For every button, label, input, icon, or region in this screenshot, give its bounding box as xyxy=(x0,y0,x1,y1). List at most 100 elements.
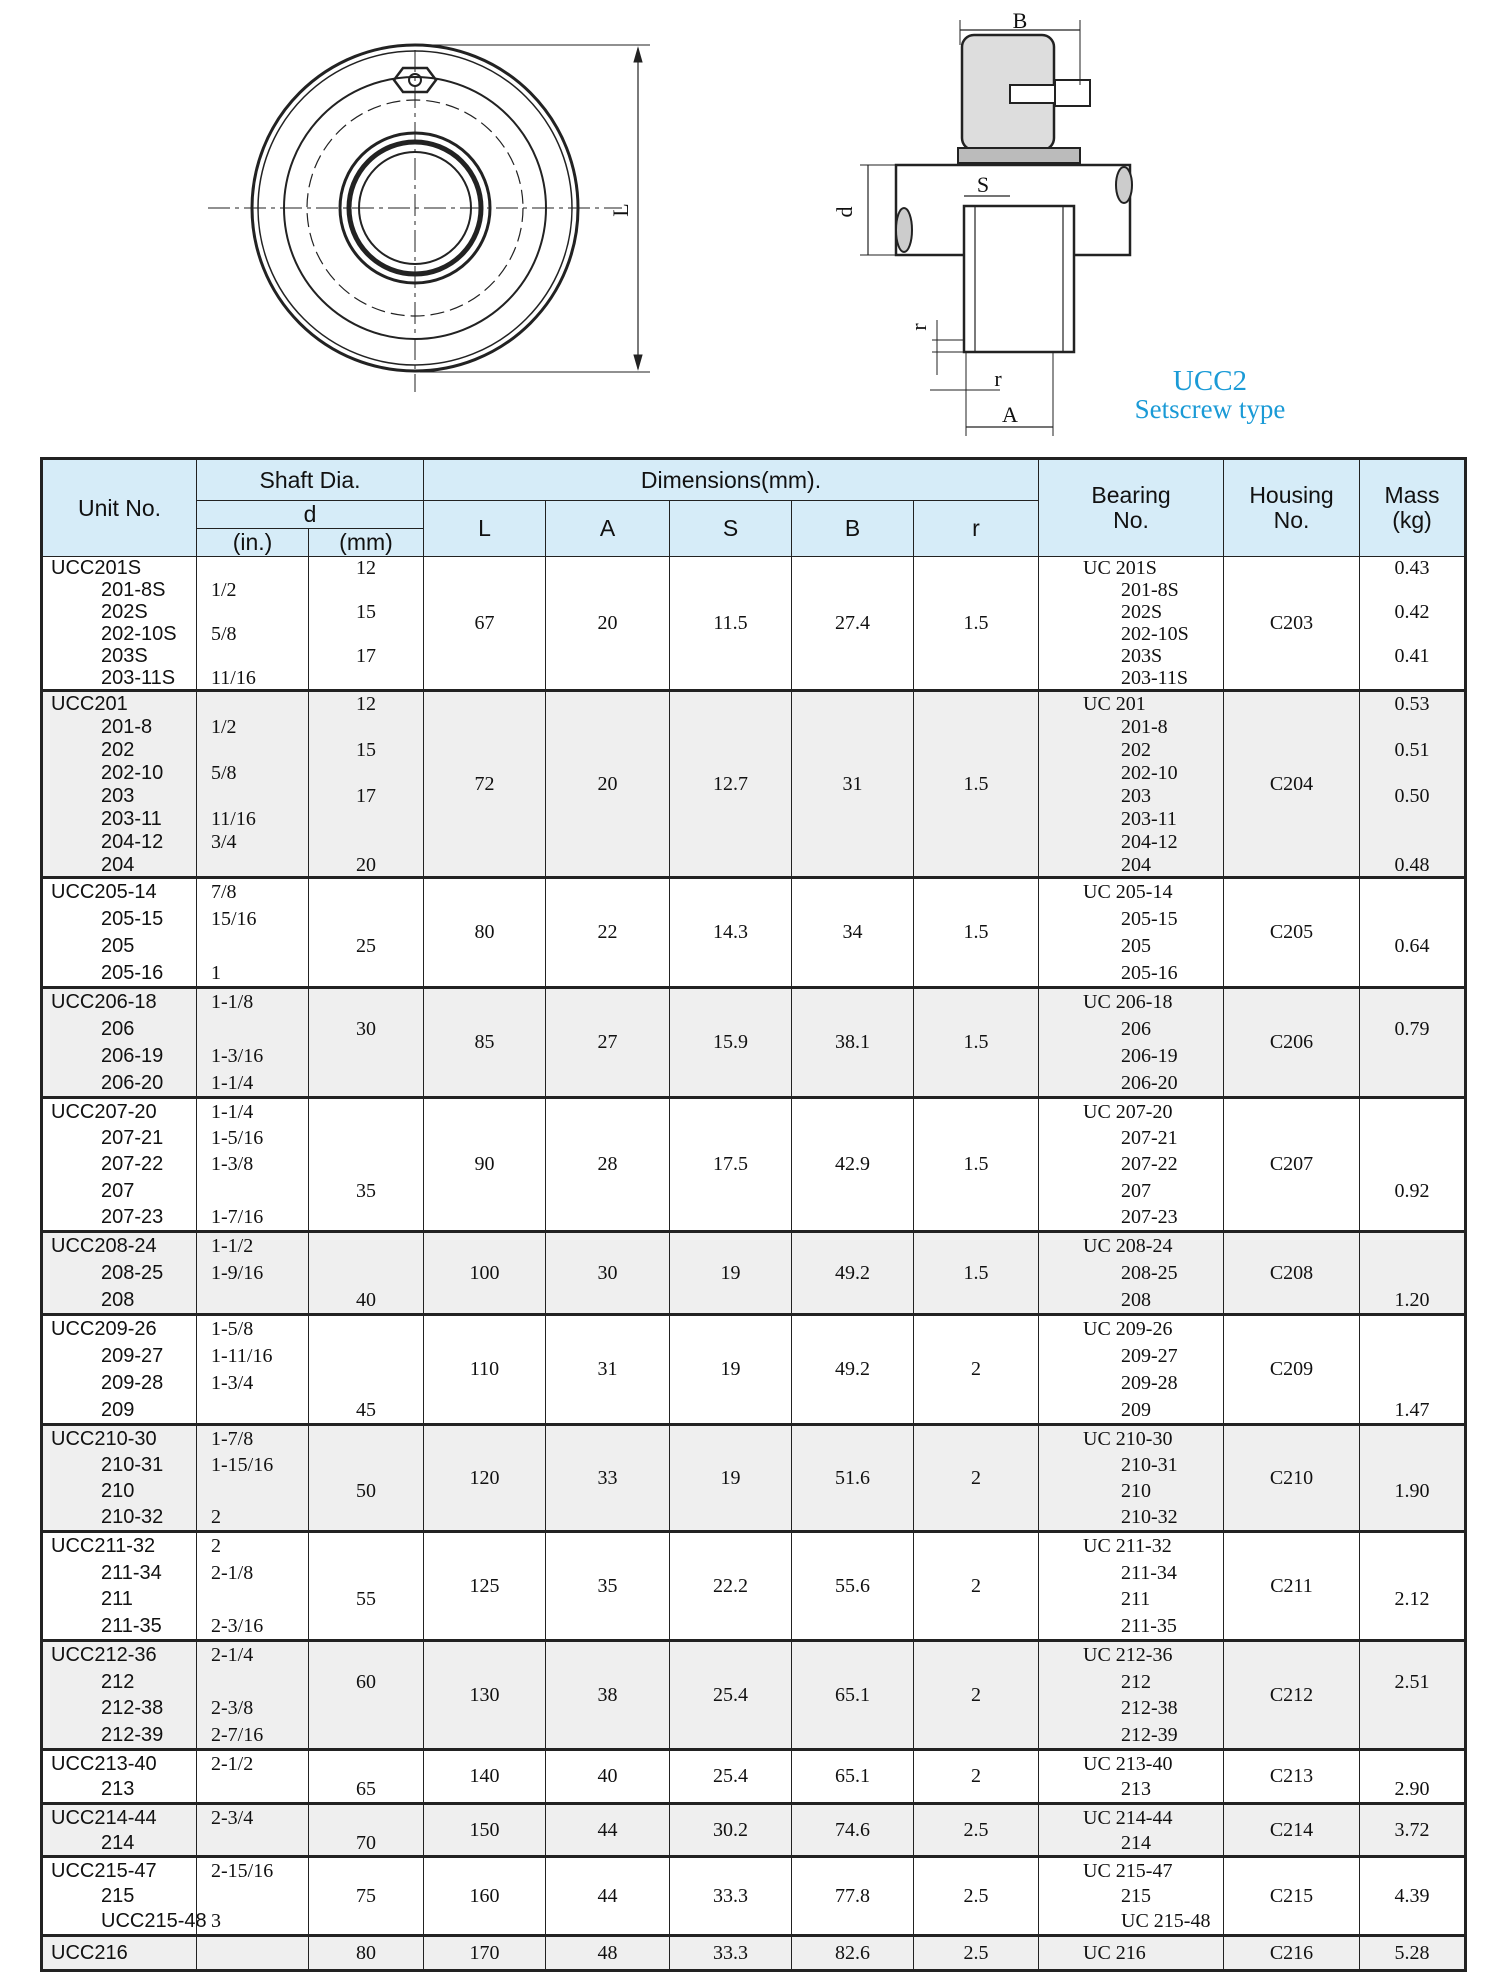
header-bearing-line1: Bearing xyxy=(1091,482,1171,508)
cell-a: 48 xyxy=(545,1935,670,1971)
inch-line: 1-5/8 xyxy=(211,1318,254,1341)
cell-mm: 25 xyxy=(308,877,424,988)
cell-lines: 70 xyxy=(309,1805,423,1855)
table-row: UCC212-36 212 212-38 212-39 2-1/4 2-3/8 2-7/16… xyxy=(41,1640,1467,1750)
cell-s: 12.7 xyxy=(669,690,792,878)
header-B: B xyxy=(791,500,914,557)
mm-line: 15 xyxy=(356,738,376,761)
cell-housing: C207 xyxy=(1223,1097,1361,1232)
mass-line: 0.42 xyxy=(1394,601,1430,623)
mm-line xyxy=(309,762,423,784)
cell-mass: 2.51 xyxy=(1359,1640,1467,1750)
cell-bearing: UC 205-14 205-15 205 205-16 xyxy=(1038,877,1225,988)
cell-bearing: UC 201S 201-8S 202S 202-10S 203S 203-11S xyxy=(1038,556,1225,691)
inch-line xyxy=(211,1289,308,1311)
inch-line xyxy=(211,1018,308,1040)
inch-line: 11/16 xyxy=(211,807,256,830)
cell-lines: 1-1/8 1-3/16 1-1/4 xyxy=(211,989,308,1096)
cell-s: 19 xyxy=(669,1424,792,1532)
inch-line: 2-3/8 xyxy=(211,1697,254,1720)
inch-line: 1-9/16 xyxy=(211,1261,264,1284)
mm-line: 12 xyxy=(356,692,376,715)
cell-inch xyxy=(196,1935,309,1971)
cell-lines: UCC214-44 214 xyxy=(51,1805,196,1855)
header-r: r xyxy=(912,500,1040,557)
cell-inch: 1-1/8 1-3/16 1-1/4 xyxy=(196,987,309,1098)
mass-line xyxy=(1360,1127,1464,1149)
mm-line xyxy=(309,623,423,645)
bearing-line: 204 xyxy=(1121,853,1152,876)
inch-line: 7/8 xyxy=(211,881,237,904)
unit-line: 203-11S xyxy=(101,667,176,689)
cell-housing: C210 xyxy=(1223,1424,1361,1532)
mass-line xyxy=(1360,962,1464,984)
cell-mass: 1.20 xyxy=(1359,1231,1467,1315)
cell-r: 1.5 xyxy=(912,877,1040,988)
inch-line: 11/16 xyxy=(211,667,256,689)
inch-line: 2 xyxy=(211,1535,221,1558)
cell-housing: C208 xyxy=(1223,1231,1361,1315)
cell-lines: UC 209-26 209-27 209-28 209 xyxy=(1083,1316,1223,1423)
header-mass-line2: (kg) xyxy=(1392,507,1432,533)
inch-line: 1-1/4 xyxy=(211,1101,254,1124)
dim-label-r-horizontal: r xyxy=(994,366,1002,391)
inch-line: 2-1/2 xyxy=(211,1752,254,1775)
mm-line: 15 xyxy=(356,601,376,623)
mass-line xyxy=(1360,1372,1464,1394)
inch-line: 1-1/2 xyxy=(211,1235,254,1258)
dim-label-d: d xyxy=(832,207,857,218)
mass-line xyxy=(1360,579,1464,601)
header-d: d xyxy=(196,500,424,529)
inch-line xyxy=(211,1885,308,1907)
mass-line: 1.90 xyxy=(1394,1480,1430,1502)
mm-line: 50 xyxy=(356,1480,376,1502)
bearing-line: UC 211-32 xyxy=(1083,1535,1172,1558)
mass-line xyxy=(1360,1644,1464,1666)
cell-l: 140 xyxy=(423,1749,546,1804)
cell-s: 19 xyxy=(669,1231,792,1315)
cell-lines: 55 xyxy=(309,1533,423,1639)
mass-line: 0.50 xyxy=(1394,784,1430,807)
mass-line: 2.12 xyxy=(1394,1588,1430,1611)
mass-line xyxy=(1360,1262,1464,1284)
mass-line xyxy=(1360,1535,1464,1557)
front-view-drawing xyxy=(208,43,650,392)
cell-b: 49.2 xyxy=(791,1231,914,1315)
inch-line xyxy=(211,601,308,623)
mass-line: 5.28 xyxy=(1394,1942,1430,1964)
cell-housing: C215 xyxy=(1223,1856,1361,1936)
cell-mm: 12 15 17 20 xyxy=(308,690,424,878)
unit-line: UCC213-40 xyxy=(51,1752,157,1775)
cell-lines: 45 xyxy=(309,1316,423,1423)
cell-inch: 1-7/8 1-15/16 2 xyxy=(196,1424,309,1532)
cell-lines: UCC215-47 215 UCC215-48 xyxy=(51,1858,207,1934)
cell-r: 2.5 xyxy=(912,1935,1040,1971)
cell-r: 1.5 xyxy=(912,987,1040,1098)
cell-bearing: UC 208-24 208-25 208 xyxy=(1038,1231,1225,1315)
cell-bearing: UC 209-26 209-27 209-28 209 xyxy=(1038,1314,1225,1425)
cell-inch: 2-1/4 2-3/8 2-7/16 xyxy=(196,1640,309,1750)
mm-line xyxy=(309,1454,423,1476)
unit-line: 207-21 xyxy=(101,1127,164,1150)
mass-line xyxy=(1360,1697,1464,1719)
cell-lines: UCC201 201-8 202 202-10 203 203-11 204-12 204 xyxy=(51,692,196,876)
cell-housing: C204 xyxy=(1223,690,1361,878)
cell-inch: 2 2-1/8 2-3/16 xyxy=(196,1531,309,1641)
unit-line: UCC205-14 xyxy=(51,881,157,904)
cell-lines: UC 208-24 208-25 208 xyxy=(1083,1233,1223,1313)
bearing-line: 203-11 xyxy=(1121,807,1177,830)
bearing-line: 215 xyxy=(1121,1884,1152,1907)
table-row: UCC208-24 208-25 208 1-1/2 1-9/16 40 100 30 19 49… xyxy=(41,1231,1467,1315)
unit-line: 202 xyxy=(101,738,135,761)
bearing-line: 212 xyxy=(1121,1670,1152,1693)
cell-s: 17.5 xyxy=(669,1097,792,1232)
side-view-drawing xyxy=(860,20,1133,436)
bearing-line: 205-15 xyxy=(1121,908,1178,931)
mass-line: 0.53 xyxy=(1394,692,1430,715)
unit-line: UCC210-30 xyxy=(51,1428,157,1450)
cell-lines: UC 210-30 210-31 210 210-32 xyxy=(1083,1426,1223,1530)
inch-line: 3 xyxy=(211,1910,221,1933)
header-L: L xyxy=(423,500,546,557)
cell-r: 2 xyxy=(912,1314,1040,1425)
inch-line: 2-1/4 xyxy=(211,1644,254,1667)
